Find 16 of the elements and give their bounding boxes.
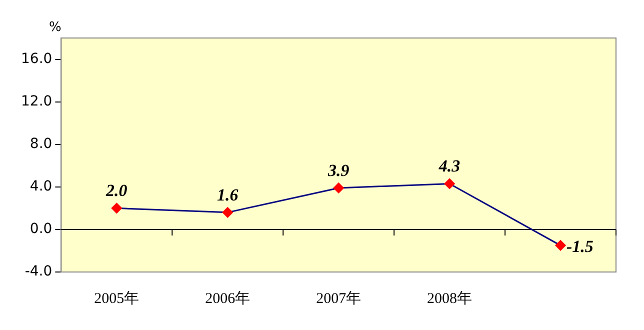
y-tick-label: 0.0 [30,221,52,238]
y-tick-label: 12.0 [21,93,52,110]
x-tick-label: 2007年 [316,290,362,307]
y-tick-label: 16.0 [21,50,52,67]
text: 4.3 [438,156,460,176]
x-tick-label: 2008年 [427,290,472,307]
y-tick-label: 4.0 [30,178,52,195]
x-tick-label: 2005年 [94,290,140,307]
x-tick-label: 2006年 [205,290,250,307]
text: 2.0 [106,181,128,200]
y-tick-label: 8.0 [30,136,52,152]
text: 1.6 [216,185,238,204]
text: -1.5 [566,236,594,256]
y-tick-label: -4.0 [24,264,52,280]
y-axis-title: % [48,20,62,35]
text: 3.9 [328,160,350,180]
